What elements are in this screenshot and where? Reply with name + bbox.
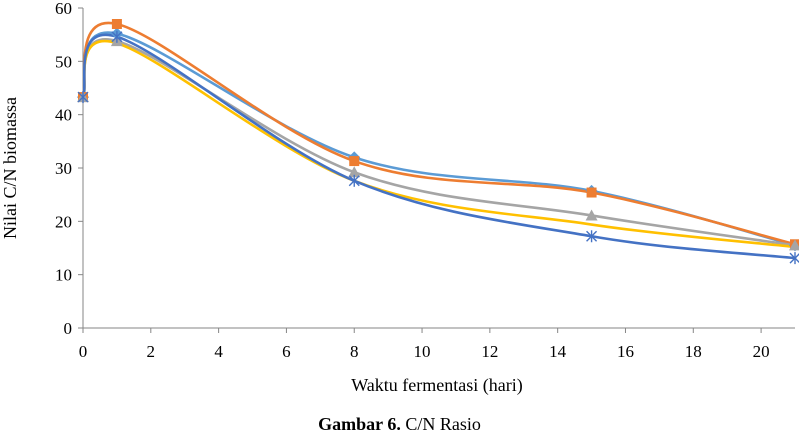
series-5-point: [586, 230, 598, 243]
series-5-point: [789, 252, 799, 265]
caption-text: C/N Rasio: [400, 414, 481, 434]
series-5-point: [111, 30, 123, 43]
x-tick-label: 18: [685, 342, 702, 361]
y-tick-label: 60: [55, 0, 72, 18]
y-axis-title: Nilai C/N biomassa: [0, 97, 20, 239]
x-tick-label: 20: [753, 342, 770, 361]
x-tick-label: 14: [549, 342, 567, 361]
x-tick-label: 2: [147, 342, 156, 361]
series-layer: [77, 19, 799, 265]
series-3-point: [585, 209, 598, 221]
series-5-point: [77, 91, 89, 104]
x-axis-title: Waktu fermentasi (hari): [351, 375, 522, 396]
series-3-line: [81, 38, 797, 247]
series-2-point: [349, 156, 360, 167]
figure-caption: Gambar 6. C/N Rasio: [0, 414, 799, 435]
series-2-point: [111, 19, 122, 29]
series-3-point: [348, 166, 361, 178]
x-tick-label: 8: [350, 342, 359, 361]
y-tick-label: 30: [55, 159, 72, 178]
x-tick-label: 10: [414, 342, 431, 361]
x-tick-label: 12: [481, 342, 498, 361]
series-2-line: [81, 21, 797, 246]
x-tick-label: 16: [617, 342, 634, 361]
x-tick-label: 6: [282, 342, 291, 361]
x-tick-label: 4: [214, 342, 223, 361]
y-tick-label: 40: [55, 106, 72, 125]
line-chart: 0 10 20 30 40 50 60 0 2 4 6 8 10 12 14 16 18 20 Waktu fer…: [0, 0, 799, 396]
x-tick-label: 0: [79, 342, 88, 361]
caption-label: Gambar 6.: [318, 414, 401, 434]
y-tick-label: 20: [55, 212, 72, 231]
series-5-point: [348, 174, 360, 187]
y-tick-label: 50: [55, 52, 72, 71]
y-tick-label: 0: [64, 319, 73, 338]
series-2-point: [586, 187, 597, 198]
series-3-point: [789, 239, 799, 251]
y-tick-label: 10: [55, 266, 72, 285]
axes: 0 10 20 30 40 50 60 0 2 4 6 8 10 12 14 16 18 20: [55, 0, 795, 361]
